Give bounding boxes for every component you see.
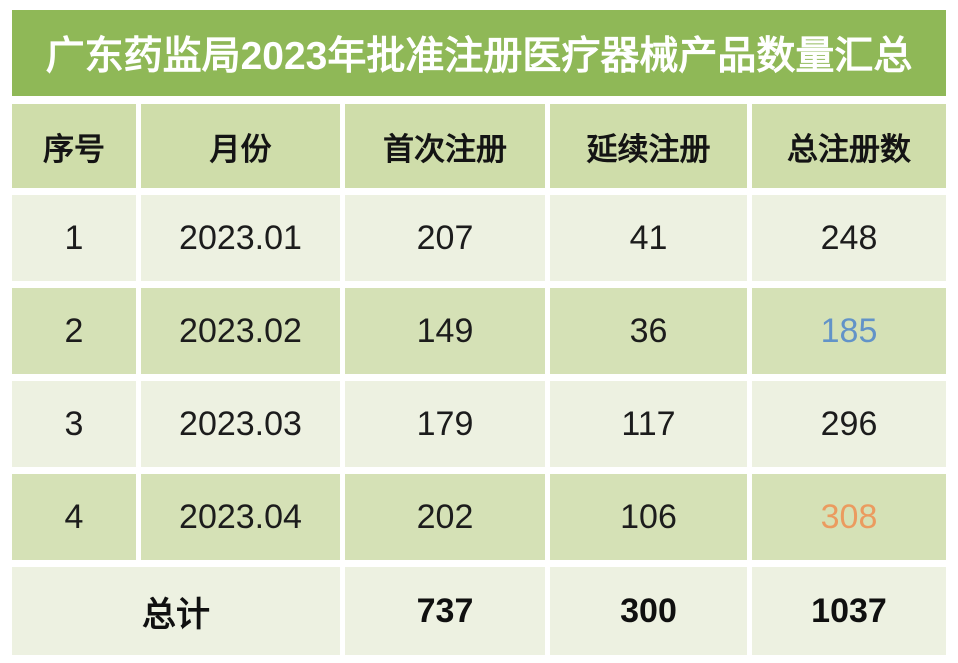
header-label-month: 月份 bbox=[209, 131, 272, 167]
row3-renewal-reg: 117 bbox=[621, 404, 676, 443]
row1-total-reg: 248 bbox=[820, 218, 878, 257]
cell-row1-month: 2023.01 bbox=[141, 195, 340, 281]
footer-cell-label: 总计 bbox=[12, 567, 340, 655]
cell-row1-renewal-reg: 41 bbox=[550, 195, 747, 281]
header-cell-renewal-reg: 延续注册 bbox=[550, 104, 747, 188]
cell-row4-no: 4 bbox=[12, 474, 136, 560]
cell-row1-first-reg: 207 bbox=[345, 195, 545, 281]
footer-label: 总计 bbox=[142, 595, 210, 634]
row1-renewal-reg: 41 bbox=[629, 218, 668, 257]
header-label-total-reg: 总注册数 bbox=[787, 131, 911, 167]
row2-month: 2023.02 bbox=[179, 311, 302, 350]
cell-row4-total-reg: 308 bbox=[752, 474, 946, 560]
cell-row2-renewal-reg: 36 bbox=[550, 288, 747, 374]
header-cell-first-reg: 首次注册 bbox=[345, 104, 545, 188]
title-banner: 广东药监局2023年批准注册医疗器械产品数量汇总 bbox=[12, 10, 946, 96]
cell-row3-first-reg: 179 bbox=[345, 381, 545, 467]
footer-cell-renewal-reg: 300 bbox=[550, 567, 747, 655]
row4-total-reg-highlighted: 308 bbox=[820, 497, 878, 536]
footer-total-reg: 1037 bbox=[811, 591, 887, 630]
row4-first-reg: 202 bbox=[416, 497, 474, 536]
footer-first-reg: 737 bbox=[416, 591, 474, 630]
header-cell-no: 序号 bbox=[12, 104, 136, 188]
row1-no: 1 bbox=[64, 218, 84, 257]
cell-row4-first-reg: 202 bbox=[345, 474, 545, 560]
header-label-renewal-reg: 延续注册 bbox=[586, 131, 711, 167]
cell-row4-renewal-reg: 106 bbox=[550, 474, 747, 560]
row1-month: 2023.01 bbox=[179, 218, 302, 257]
cell-row4-month: 2023.04 bbox=[141, 474, 340, 560]
row3-no: 3 bbox=[64, 404, 84, 443]
row2-first-reg: 149 bbox=[416, 311, 474, 350]
row2-no: 2 bbox=[64, 311, 84, 350]
page-title: 广东药监局2023年批准注册医疗器械产品数量汇总 bbox=[45, 35, 913, 78]
row4-renewal-reg: 106 bbox=[620, 497, 677, 536]
cell-row2-month: 2023.02 bbox=[141, 288, 340, 374]
cell-row3-month: 2023.03 bbox=[141, 381, 340, 467]
cell-row2-first-reg: 149 bbox=[345, 288, 545, 374]
header-label-no: 序号 bbox=[43, 131, 105, 167]
header-label-first-reg: 首次注册 bbox=[383, 131, 507, 167]
cell-row1-no: 1 bbox=[12, 195, 136, 281]
cell-row3-total-reg: 296 bbox=[752, 381, 946, 467]
cell-row2-total-reg: 185 bbox=[752, 288, 946, 374]
row2-total-reg-highlighted: 185 bbox=[820, 311, 878, 350]
header-cell-month: 月份 bbox=[141, 104, 340, 188]
cell-row1-total-reg: 248 bbox=[752, 195, 946, 281]
summary-table: 序号 月份 首次注册 延续注册 总注册数 1 2023.01 207 41 24… bbox=[12, 104, 946, 655]
row3-total-reg: 296 bbox=[820, 404, 878, 443]
header-cell-total-reg: 总注册数 bbox=[752, 104, 946, 188]
footer-renewal-reg: 300 bbox=[620, 591, 677, 630]
row2-renewal-reg: 36 bbox=[629, 311, 668, 350]
cell-row3-renewal-reg: 117 bbox=[550, 381, 747, 467]
row4-month: 2023.04 bbox=[179, 497, 302, 536]
row3-month: 2023.03 bbox=[179, 404, 302, 443]
row4-no: 4 bbox=[64, 497, 84, 536]
row3-first-reg: 179 bbox=[416, 404, 474, 443]
row1-first-reg: 207 bbox=[416, 218, 474, 257]
cell-row3-no: 3 bbox=[12, 381, 136, 467]
footer-cell-first-reg: 737 bbox=[345, 567, 545, 655]
footer-cell-total-reg: 1037 bbox=[752, 567, 946, 655]
cell-row2-no: 2 bbox=[12, 288, 136, 374]
